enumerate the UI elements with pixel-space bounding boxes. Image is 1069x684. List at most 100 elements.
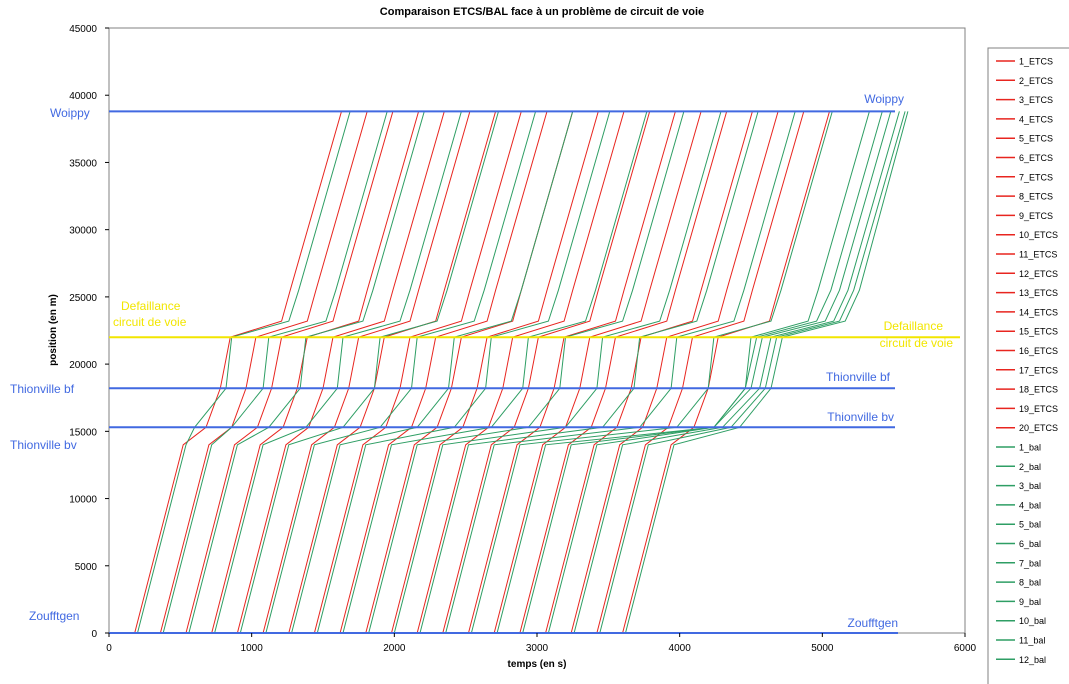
- series-line-12_ETCS: [416, 111, 625, 634]
- legend-label-13_ETCS: 13_ETCS: [1019, 288, 1058, 298]
- series-line-17_bal: [547, 111, 892, 634]
- y-tick-label: 25000: [69, 293, 97, 304]
- series-line-19_bal: [599, 111, 906, 634]
- series-line-20_bal: [625, 111, 909, 634]
- legend-label-2_ETCS: 2_ETCS: [1019, 76, 1053, 86]
- legend-label-15_ETCS: 15_ETCS: [1019, 327, 1058, 337]
- legend-label-11_ETCS: 11_ETCS: [1019, 250, 1057, 260]
- series-line-11_bal: [393, 111, 722, 634]
- x-tick-label: 2000: [383, 643, 406, 654]
- x-axis-title: temps (en s): [508, 659, 567, 670]
- plot-area: [108, 27, 966, 634]
- annot-thionville-bv-left: Thionville bv: [10, 438, 77, 452]
- legend-label-17_ETCS: 17_ETCS: [1019, 365, 1058, 375]
- y-tick-label: 15000: [69, 427, 97, 438]
- legend-label-9_bal: 9_bal: [1019, 597, 1041, 607]
- legend-label-11_bal: 11_bal: [1019, 636, 1045, 646]
- legend-label-7_ETCS: 7_ETCS: [1019, 172, 1053, 182]
- annotations: Woippy Woippy Defaillance circuit de voi…: [10, 92, 953, 630]
- series-line-14_bal: [470, 111, 833, 634]
- legend-label-12_ETCS: 12_ETCS: [1019, 269, 1058, 279]
- legend-label-12_bal: 12_bal: [1019, 655, 1046, 665]
- series-line-9_bal: [342, 111, 648, 634]
- annot-defaillance-right-1: Defaillance: [884, 319, 944, 333]
- legend-label-10_ETCS: 10_ETCS: [1019, 230, 1058, 240]
- series-line-11_ETCS: [391, 111, 599, 634]
- legend-label-5_ETCS: 5_ETCS: [1019, 134, 1053, 144]
- legend-label-3_bal: 3_bal: [1019, 481, 1041, 491]
- series-line-4_ETCS: [211, 111, 420, 634]
- annot-woippy-right: Woippy: [864, 92, 904, 106]
- annot-woippy-left: Woippy: [50, 106, 90, 120]
- x-tick-label: 1000: [241, 643, 264, 654]
- y-tick-label: 30000: [69, 226, 97, 237]
- y-tick-label: 45000: [69, 24, 97, 35]
- y-tick-label: 40000: [69, 91, 97, 102]
- series-line-1_bal: [137, 111, 351, 634]
- series-line-8_ETCS: [313, 111, 522, 634]
- x-tick-label: 5000: [811, 643, 834, 654]
- series-line-10_bal: [368, 111, 685, 634]
- annot-zoufftgen-right: Zoufftgen: [848, 616, 898, 630]
- annot-defaillance-left-1: Defaillance: [121, 299, 181, 313]
- series-line-3_bal: [188, 111, 425, 634]
- series-line-3_ETCS: [185, 111, 394, 634]
- y-axis-title: position (en m): [48, 294, 59, 366]
- legend-label-6_bal: 6_bal: [1019, 539, 1041, 549]
- legend-label-6_ETCS: 6_ETCS: [1019, 153, 1053, 163]
- legend-label-5_bal: 5_bal: [1019, 520, 1041, 530]
- series-line-6_ETCS: [262, 111, 471, 634]
- x-tick-label: 3000: [526, 643, 549, 654]
- series-line-2_bal: [162, 111, 388, 634]
- legend-label-10_bal: 10_bal: [1019, 616, 1046, 626]
- annot-thionville-bf-left: Thionville bf: [10, 382, 75, 396]
- axes: 0 1000 2000 3000 4000 5000 6000 0 5000 10000 15000…: [69, 24, 976, 654]
- legend-label-14_ETCS: 14_ETCS: [1019, 307, 1058, 317]
- series-line-19_ETCS: [596, 111, 805, 634]
- y-tick-label: 0: [91, 629, 97, 640]
- legend-label-7_bal: 7_bal: [1019, 558, 1041, 568]
- legend-label-2_bal: 2_bal: [1019, 462, 1041, 472]
- series-line-18_ETCS: [570, 111, 779, 634]
- legend-label-20_ETCS: 20_ETCS: [1019, 423, 1058, 433]
- legend-label-3_ETCS: 3_ETCS: [1019, 95, 1053, 105]
- series-line-12_bal: [419, 111, 759, 634]
- annot-thionville-bf-right: Thionville bf: [826, 370, 891, 384]
- annot-zoufftgen-left: Zoufftgen: [29, 609, 79, 623]
- legend-label-18_ETCS: 18_ETCS: [1019, 385, 1058, 395]
- series-line-16_bal: [522, 111, 883, 634]
- legend-label-8_bal: 8_bal: [1019, 578, 1041, 588]
- series-line-2_ETCS: [159, 111, 368, 634]
- y-tick-label: 10000: [69, 495, 97, 506]
- legend-label-9_ETCS: 9_ETCS: [1019, 211, 1053, 221]
- legend-label-16_ETCS: 16_ETCS: [1019, 346, 1058, 356]
- legend-label-4_ETCS: 4_ETCS: [1019, 114, 1053, 124]
- series-line-7_bal: [291, 111, 574, 634]
- annot-thionville-bv-right: Thionville bv: [827, 410, 894, 424]
- legend-label-1_ETCS: 1_ETCS: [1019, 57, 1053, 67]
- y-tick-label: 35000: [69, 158, 97, 169]
- series-lines: [134, 111, 909, 634]
- series-line-4_bal: [214, 111, 462, 634]
- legend-label-19_ETCS: 19_ETCS: [1019, 404, 1058, 414]
- legend-label-1_bal: 1_bal: [1019, 443, 1041, 453]
- series-line-8_bal: [316, 111, 611, 634]
- x-tick-label: 4000: [669, 643, 692, 654]
- series-line-15_bal: [496, 111, 870, 634]
- series-line-13_bal: [445, 111, 796, 634]
- x-tick-label: 0: [106, 643, 112, 654]
- y-tick-label: 5000: [75, 562, 98, 573]
- annot-defaillance-right-2: circuit de voie: [880, 336, 954, 350]
- legend: 1_ETCS 2_ETCS 3_ETCS 4_ETCS 5_ETCS 6_ETCS 7_ET…: [996, 57, 1058, 665]
- reference-lines: [109, 110, 960, 634]
- x-tick-label: 6000: [954, 643, 977, 654]
- legend-label-4_bal: 4_bal: [1019, 500, 1041, 510]
- series-line-13_ETCS: [442, 111, 651, 634]
- series-line-6_bal: [265, 111, 537, 634]
- series-line-5_bal: [239, 111, 499, 634]
- series-line-20_ETCS: [622, 111, 830, 634]
- annot-defaillance-left-2: circuit de voie: [113, 315, 187, 329]
- series-line-9_ETCS: [339, 111, 548, 634]
- y-tick-label: 20000: [69, 360, 97, 371]
